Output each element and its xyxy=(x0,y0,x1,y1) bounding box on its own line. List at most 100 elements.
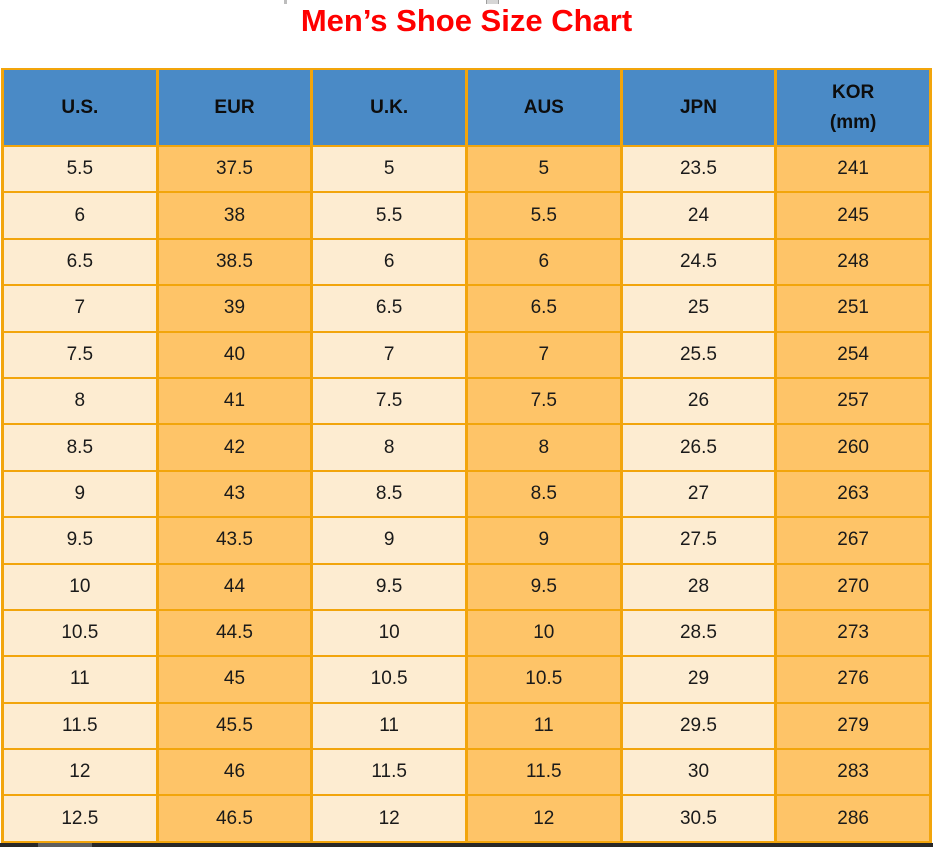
table-row: 7 39 6.5 6.5 25 251 xyxy=(1,284,932,333)
bottom-edge-bar-segment xyxy=(38,843,92,847)
size-cell-jpn: 30 xyxy=(619,748,778,797)
column-header-aus: AUS xyxy=(464,68,623,147)
size-cell-kor: 257 xyxy=(774,376,932,426)
table-row: 12 46 11.5 11.5 30 283 xyxy=(1,748,932,797)
size-cell-aus: 9.5 xyxy=(464,562,623,611)
size-cell-uk: 11.5 xyxy=(310,748,468,797)
size-cell-kor: 279 xyxy=(774,701,932,751)
size-cell-us: 11 xyxy=(1,655,159,704)
size-cell-eur: 45.5 xyxy=(155,701,314,751)
size-cell-kor: 276 xyxy=(774,655,932,704)
size-cell-kor: 283 xyxy=(774,748,932,797)
size-cell-uk: 5 xyxy=(310,144,468,194)
table-row: 8 41 7.5 7.5 26 257 xyxy=(1,376,932,426)
size-cell-eur: 42 xyxy=(155,423,314,472)
column-header-jpn: JPN xyxy=(619,68,778,147)
bottom-edge-bar xyxy=(0,843,933,847)
size-cell-aus: 8 xyxy=(464,423,623,472)
column-header-eur: EUR xyxy=(155,68,314,147)
size-cell-aus: 7 xyxy=(464,330,623,379)
size-cell-aus: 8.5 xyxy=(464,469,623,519)
size-cell-eur: 37.5 xyxy=(155,144,314,194)
size-cell-eur: 44.5 xyxy=(155,608,314,658)
size-cell-eur: 43.5 xyxy=(155,516,314,565)
size-cell-jpn: 25.5 xyxy=(619,330,778,379)
size-cell-jpn: 28 xyxy=(619,562,778,611)
size-cell-jpn: 24 xyxy=(619,191,778,240)
size-cell-us: 5.5 xyxy=(1,144,159,194)
size-cell-jpn: 27.5 xyxy=(619,516,778,565)
table-row: 6.5 38.5 6 6 24.5 248 xyxy=(1,237,932,287)
size-cell-eur: 46 xyxy=(155,748,314,797)
size-cell-uk: 7 xyxy=(310,330,468,379)
size-cell-us: 6 xyxy=(1,191,159,240)
size-cell-us: 10 xyxy=(1,562,159,611)
size-cell-kor: 251 xyxy=(774,284,932,333)
size-cell-eur: 38.5 xyxy=(155,237,314,287)
size-cell-aus: 12 xyxy=(464,794,623,843)
size-cell-us: 9.5 xyxy=(1,516,159,565)
size-cell-jpn: 23.5 xyxy=(619,144,778,194)
table-row: 9 43 8.5 8.5 27 263 xyxy=(1,469,932,519)
size-cell-us: 7 xyxy=(1,284,159,333)
size-cell-uk: 5.5 xyxy=(310,191,468,240)
size-cell-jpn: 29.5 xyxy=(619,701,778,751)
size-cell-aus: 5.5 xyxy=(464,191,623,240)
size-cell-aus: 9 xyxy=(464,516,623,565)
size-cell-aus: 11.5 xyxy=(464,748,623,797)
size-cell-eur: 43 xyxy=(155,469,314,519)
shoe-size-table: U.S. EUR U.K. AUS JPN KOR (mm) 5.5 37.5 5 5 23.5 2… xyxy=(1,68,932,843)
size-cell-jpn: 30.5 xyxy=(619,794,778,843)
table-row: 6 38 5.5 5.5 24 245 xyxy=(1,191,932,240)
size-cell-us: 12.5 xyxy=(1,794,159,843)
size-cell-jpn: 26.5 xyxy=(619,423,778,472)
size-cell-aus: 5 xyxy=(464,144,623,194)
screen-edge-artifact xyxy=(486,0,499,4)
size-cell-us: 10.5 xyxy=(1,608,159,658)
size-cell-kor: 241 xyxy=(774,144,932,194)
size-cell-uk: 9 xyxy=(310,516,468,565)
size-cell-eur: 44 xyxy=(155,562,314,611)
size-cell-eur: 45 xyxy=(155,655,314,704)
size-cell-eur: 40 xyxy=(155,330,314,379)
size-cell-us: 9 xyxy=(1,469,159,519)
size-cell-uk: 10.5 xyxy=(310,655,468,704)
table-row: 8.5 42 8 8 26.5 260 xyxy=(1,423,932,472)
size-cell-uk: 8 xyxy=(310,423,468,472)
size-cell-aus: 7.5 xyxy=(464,376,623,426)
table-row: 9.5 43.5 9 9 27.5 267 xyxy=(1,516,932,565)
size-cell-aus: 6 xyxy=(464,237,623,287)
size-cell-kor: 248 xyxy=(774,237,932,287)
size-cell-jpn: 24.5 xyxy=(619,237,778,287)
size-cell-us: 7.5 xyxy=(1,330,159,379)
size-cell-kor: 267 xyxy=(774,516,932,565)
table-header-row: U.S. EUR U.K. AUS JPN KOR (mm) xyxy=(1,68,932,147)
size-cell-aus: 6.5 xyxy=(464,284,623,333)
table-row: 11 45 10.5 10.5 29 276 xyxy=(1,655,932,704)
size-cell-kor: 286 xyxy=(774,794,932,843)
size-cell-kor: 270 xyxy=(774,562,932,611)
table-header: U.S. EUR U.K. AUS JPN KOR (mm) xyxy=(1,68,932,147)
table-row: 10 44 9.5 9.5 28 270 xyxy=(1,562,932,611)
size-cell-us: 8 xyxy=(1,376,159,426)
size-cell-uk: 9.5 xyxy=(310,562,468,611)
size-cell-uk: 11 xyxy=(310,701,468,751)
size-cell-eur: 39 xyxy=(155,284,314,333)
size-cell-kor: 263 xyxy=(774,469,932,519)
size-cell-us: 12 xyxy=(1,748,159,797)
size-cell-aus: 11 xyxy=(464,701,623,751)
size-cell-uk: 7.5 xyxy=(310,376,468,426)
size-cell-kor: 260 xyxy=(774,423,932,472)
size-cell-aus: 10.5 xyxy=(464,655,623,704)
page-title: Men’s Shoe Size Chart xyxy=(300,3,633,38)
column-header-us: U.S. xyxy=(1,68,159,147)
size-cell-jpn: 25 xyxy=(619,284,778,333)
size-cell-eur: 46.5 xyxy=(155,794,314,843)
size-cell-uk: 10 xyxy=(310,608,468,658)
size-cell-kor: 245 xyxy=(774,191,932,240)
size-cell-us: 11.5 xyxy=(1,701,159,751)
size-cell-us: 6.5 xyxy=(1,237,159,287)
column-header-kor: KOR (mm) xyxy=(774,68,932,147)
size-cell-uk: 6.5 xyxy=(310,284,468,333)
table-body: 5.5 37.5 5 5 23.5 241 6 38 5.5 5.5 24 245 6.5 38.5 6 6 2… xyxy=(1,144,932,843)
